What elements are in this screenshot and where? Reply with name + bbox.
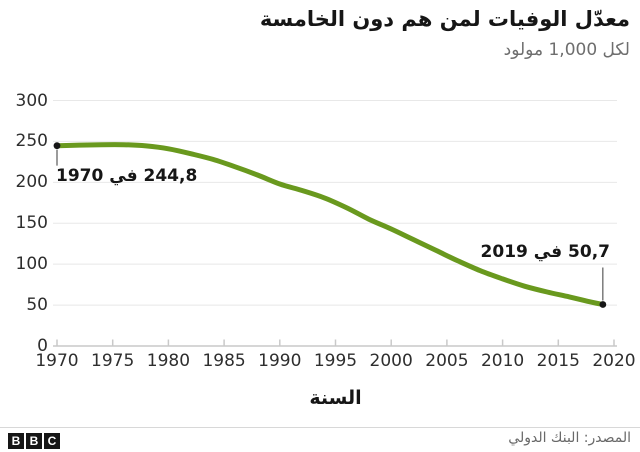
x-tick-label: 1985 xyxy=(202,351,246,371)
x-tick-label: 1995 xyxy=(313,351,358,371)
footer-divider xyxy=(0,427,640,428)
y-tick-label: 200 xyxy=(15,172,48,193)
source-credit: المصدر: البنك الدولي xyxy=(508,430,631,446)
x-tick-label: 1970 xyxy=(35,351,79,371)
x-axis-title: السنة xyxy=(309,387,362,409)
annotation-1970: 244,8 في 1970 xyxy=(56,166,198,186)
bbc-logo-letter: C xyxy=(44,433,60,449)
x-tick-label: 1980 xyxy=(146,351,191,371)
bbc-logo-letter: B xyxy=(26,433,42,449)
data-point-dot xyxy=(53,142,61,150)
x-tick-label: 2000 xyxy=(369,351,413,371)
annotation-2019: 50,7 في 2019 xyxy=(480,242,610,262)
data-line xyxy=(54,142,606,307)
chart-title: معدّل الوفيات لمن هم دون الخامسة xyxy=(259,7,630,31)
chart-subtitle: لكل 1,000 مولود xyxy=(503,40,630,60)
y-tick-label: 250 xyxy=(15,131,48,152)
data-point-dot xyxy=(599,301,607,308)
x-tick-label: 2015 xyxy=(536,351,580,371)
x-tick-label: 2010 xyxy=(480,351,525,371)
x-tick-label: 2020 xyxy=(592,351,636,371)
x-tick-label: 1990 xyxy=(258,351,302,371)
bbc-logo-letter: B xyxy=(8,433,24,449)
x-tick-label: 1975 xyxy=(91,351,135,371)
y-tick-label: 100 xyxy=(15,254,48,275)
y-tick-label: 300 xyxy=(15,90,48,111)
y-tick-label: 0 xyxy=(37,336,48,356)
y-tick-label: 150 xyxy=(15,213,48,234)
y-tick-label: 50 xyxy=(26,295,48,316)
x-tick-label: 2005 xyxy=(425,351,469,371)
